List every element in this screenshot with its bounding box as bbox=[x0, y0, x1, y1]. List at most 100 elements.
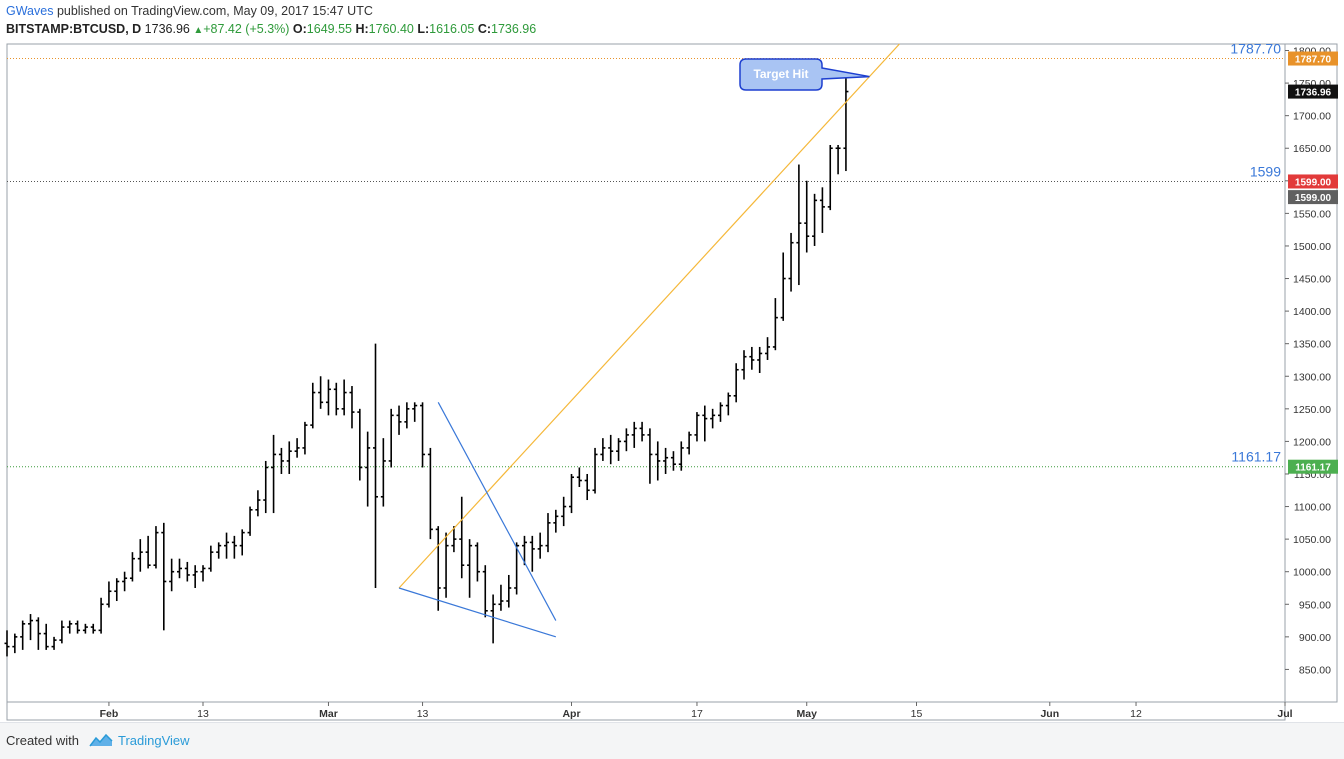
ohlc-bar bbox=[561, 496, 567, 527]
ohlc-legend: BITSTAMP:BTCUSD, D 1736.96 ▲+87.42 (+5.3… bbox=[6, 22, 536, 36]
ohlc-bar bbox=[35, 617, 41, 650]
ohlc-bar bbox=[75, 620, 81, 634]
ohlc-bar bbox=[553, 509, 559, 533]
ohlc-bar bbox=[388, 408, 394, 468]
tradingview-logo-icon[interactable] bbox=[88, 732, 114, 750]
publish-info: GWaves published on TradingView.com, May… bbox=[6, 4, 373, 18]
ohlc-bar bbox=[28, 614, 34, 641]
x-tick-label: 13 bbox=[197, 708, 209, 720]
hline-scale-tag bbox=[1288, 51, 1338, 66]
tradingview-link[interactable]: TradingView bbox=[118, 733, 190, 748]
footer: Created with TradingView bbox=[0, 722, 1344, 759]
ohlc-bar bbox=[412, 402, 418, 422]
ohlc-bar bbox=[341, 379, 347, 416]
last-price: 1736.96 bbox=[144, 22, 190, 36]
y-tick-label: 850.00 bbox=[1299, 664, 1331, 676]
ohlc-bar bbox=[521, 535, 527, 566]
ohlc-bar bbox=[59, 620, 65, 644]
ohlc-bar bbox=[576, 467, 582, 488]
ohlc-bar bbox=[506, 574, 512, 608]
trend-line bbox=[437, 402, 557, 621]
ohlc-bar bbox=[302, 421, 308, 455]
ohlc-bar bbox=[137, 539, 143, 572]
hline-scale-label: 1161.17 bbox=[1295, 463, 1331, 474]
ohlc-bar bbox=[153, 526, 159, 569]
ohlc-bar bbox=[459, 496, 465, 579]
y-tick-label: 1200.00 bbox=[1293, 436, 1331, 448]
ohlc-bar bbox=[373, 343, 379, 588]
hline-scale-label: 1599.00 bbox=[1295, 177, 1332, 188]
ohlc-bar bbox=[765, 337, 771, 360]
ohlc-bar bbox=[435, 526, 441, 611]
ohlc-bar bbox=[216, 542, 222, 559]
ohlc-bar bbox=[616, 438, 622, 461]
y-tick-label: 1400.00 bbox=[1293, 306, 1331, 318]
ohlc-bar bbox=[12, 633, 18, 654]
price-tag bbox=[1288, 190, 1338, 205]
x-tick-label: May bbox=[797, 708, 818, 720]
price-tag-label: 1736.96 bbox=[1295, 88, 1332, 99]
ohlc-bar bbox=[43, 623, 49, 650]
ohlc-bar bbox=[98, 597, 104, 634]
ohlc-bar bbox=[812, 193, 818, 246]
ohlc-bar bbox=[710, 408, 716, 429]
price-tag bbox=[1288, 84, 1338, 99]
ohlc-bar bbox=[655, 441, 661, 481]
y-tick-label: 1550.00 bbox=[1293, 208, 1331, 220]
ohlc-bar bbox=[51, 636, 57, 650]
y-tick-label: 1350.00 bbox=[1293, 339, 1331, 351]
ohlc-bar bbox=[427, 447, 433, 540]
ohlc-bar bbox=[835, 144, 841, 175]
ohlc-bar bbox=[663, 447, 669, 474]
plot-frame bbox=[6, 43, 1286, 703]
low-value: 1616.05 bbox=[429, 22, 475, 36]
ohlc-bar bbox=[145, 535, 151, 569]
ohlc-bar bbox=[592, 447, 598, 494]
ohlc-bar bbox=[294, 438, 300, 458]
low-label: L: bbox=[417, 22, 430, 36]
ohlc-bar bbox=[647, 428, 653, 484]
ohlc-bar bbox=[4, 630, 10, 657]
ohlc-bar bbox=[82, 623, 88, 634]
y-tick-label: 1700.00 bbox=[1293, 111, 1331, 123]
ohlc-bar bbox=[537, 532, 543, 559]
ohlc-bar bbox=[443, 532, 449, 598]
ohlc-bar bbox=[200, 565, 206, 582]
ohlc-bar bbox=[788, 232, 794, 292]
x-tick-label: Apr bbox=[562, 708, 580, 720]
y-tick-label: 1500.00 bbox=[1293, 241, 1331, 253]
close-label: C: bbox=[477, 22, 492, 36]
ohlc-bar bbox=[404, 402, 410, 429]
open-label: O: bbox=[292, 22, 307, 36]
x-tick-label: 15 bbox=[911, 708, 923, 720]
ohlc-bar bbox=[608, 434, 614, 465]
ohlc-bar bbox=[474, 542, 480, 582]
ohlc-bar bbox=[639, 421, 645, 442]
x-tick-label: 17 bbox=[691, 708, 703, 720]
ohlc-bar bbox=[694, 412, 700, 442]
change-value: +87.42 (+5.3%) bbox=[203, 22, 290, 36]
ohlc-bar bbox=[114, 578, 120, 602]
ohlc-bar bbox=[490, 594, 496, 644]
ohlc-bar bbox=[333, 382, 339, 416]
price-chart[interactable]: 850.00 900.00 950.00 1000.00 1050.00 1100.00 1… bbox=[0, 0, 1344, 722]
ohlc-bar bbox=[122, 571, 128, 592]
ohlc-bar bbox=[741, 350, 747, 380]
price-scale bbox=[1284, 43, 1338, 703]
ohlc-bar bbox=[600, 438, 606, 461]
trend-line bbox=[398, 587, 557, 638]
publish-text: published on TradingView.com, May 09, 20… bbox=[53, 4, 373, 18]
ohlc-bar bbox=[686, 431, 692, 455]
symbol-label: BITSTAMP:BTCUSD, D bbox=[6, 22, 142, 36]
ohlc-bar bbox=[717, 402, 723, 422]
ohlc-bar bbox=[420, 402, 426, 468]
ohlc-bar bbox=[569, 473, 575, 514]
ohlc-bar bbox=[514, 542, 520, 595]
ohlc-bar bbox=[224, 532, 230, 559]
price-tag-label: 1599.00 bbox=[1295, 193, 1332, 204]
ohlc-bar bbox=[239, 529, 245, 556]
author-link[interactable]: GWaves bbox=[6, 4, 54, 18]
ohlc-bar bbox=[757, 346, 763, 373]
ohlc-bar bbox=[192, 565, 198, 588]
up-arrow-icon: ▲ bbox=[193, 25, 204, 36]
